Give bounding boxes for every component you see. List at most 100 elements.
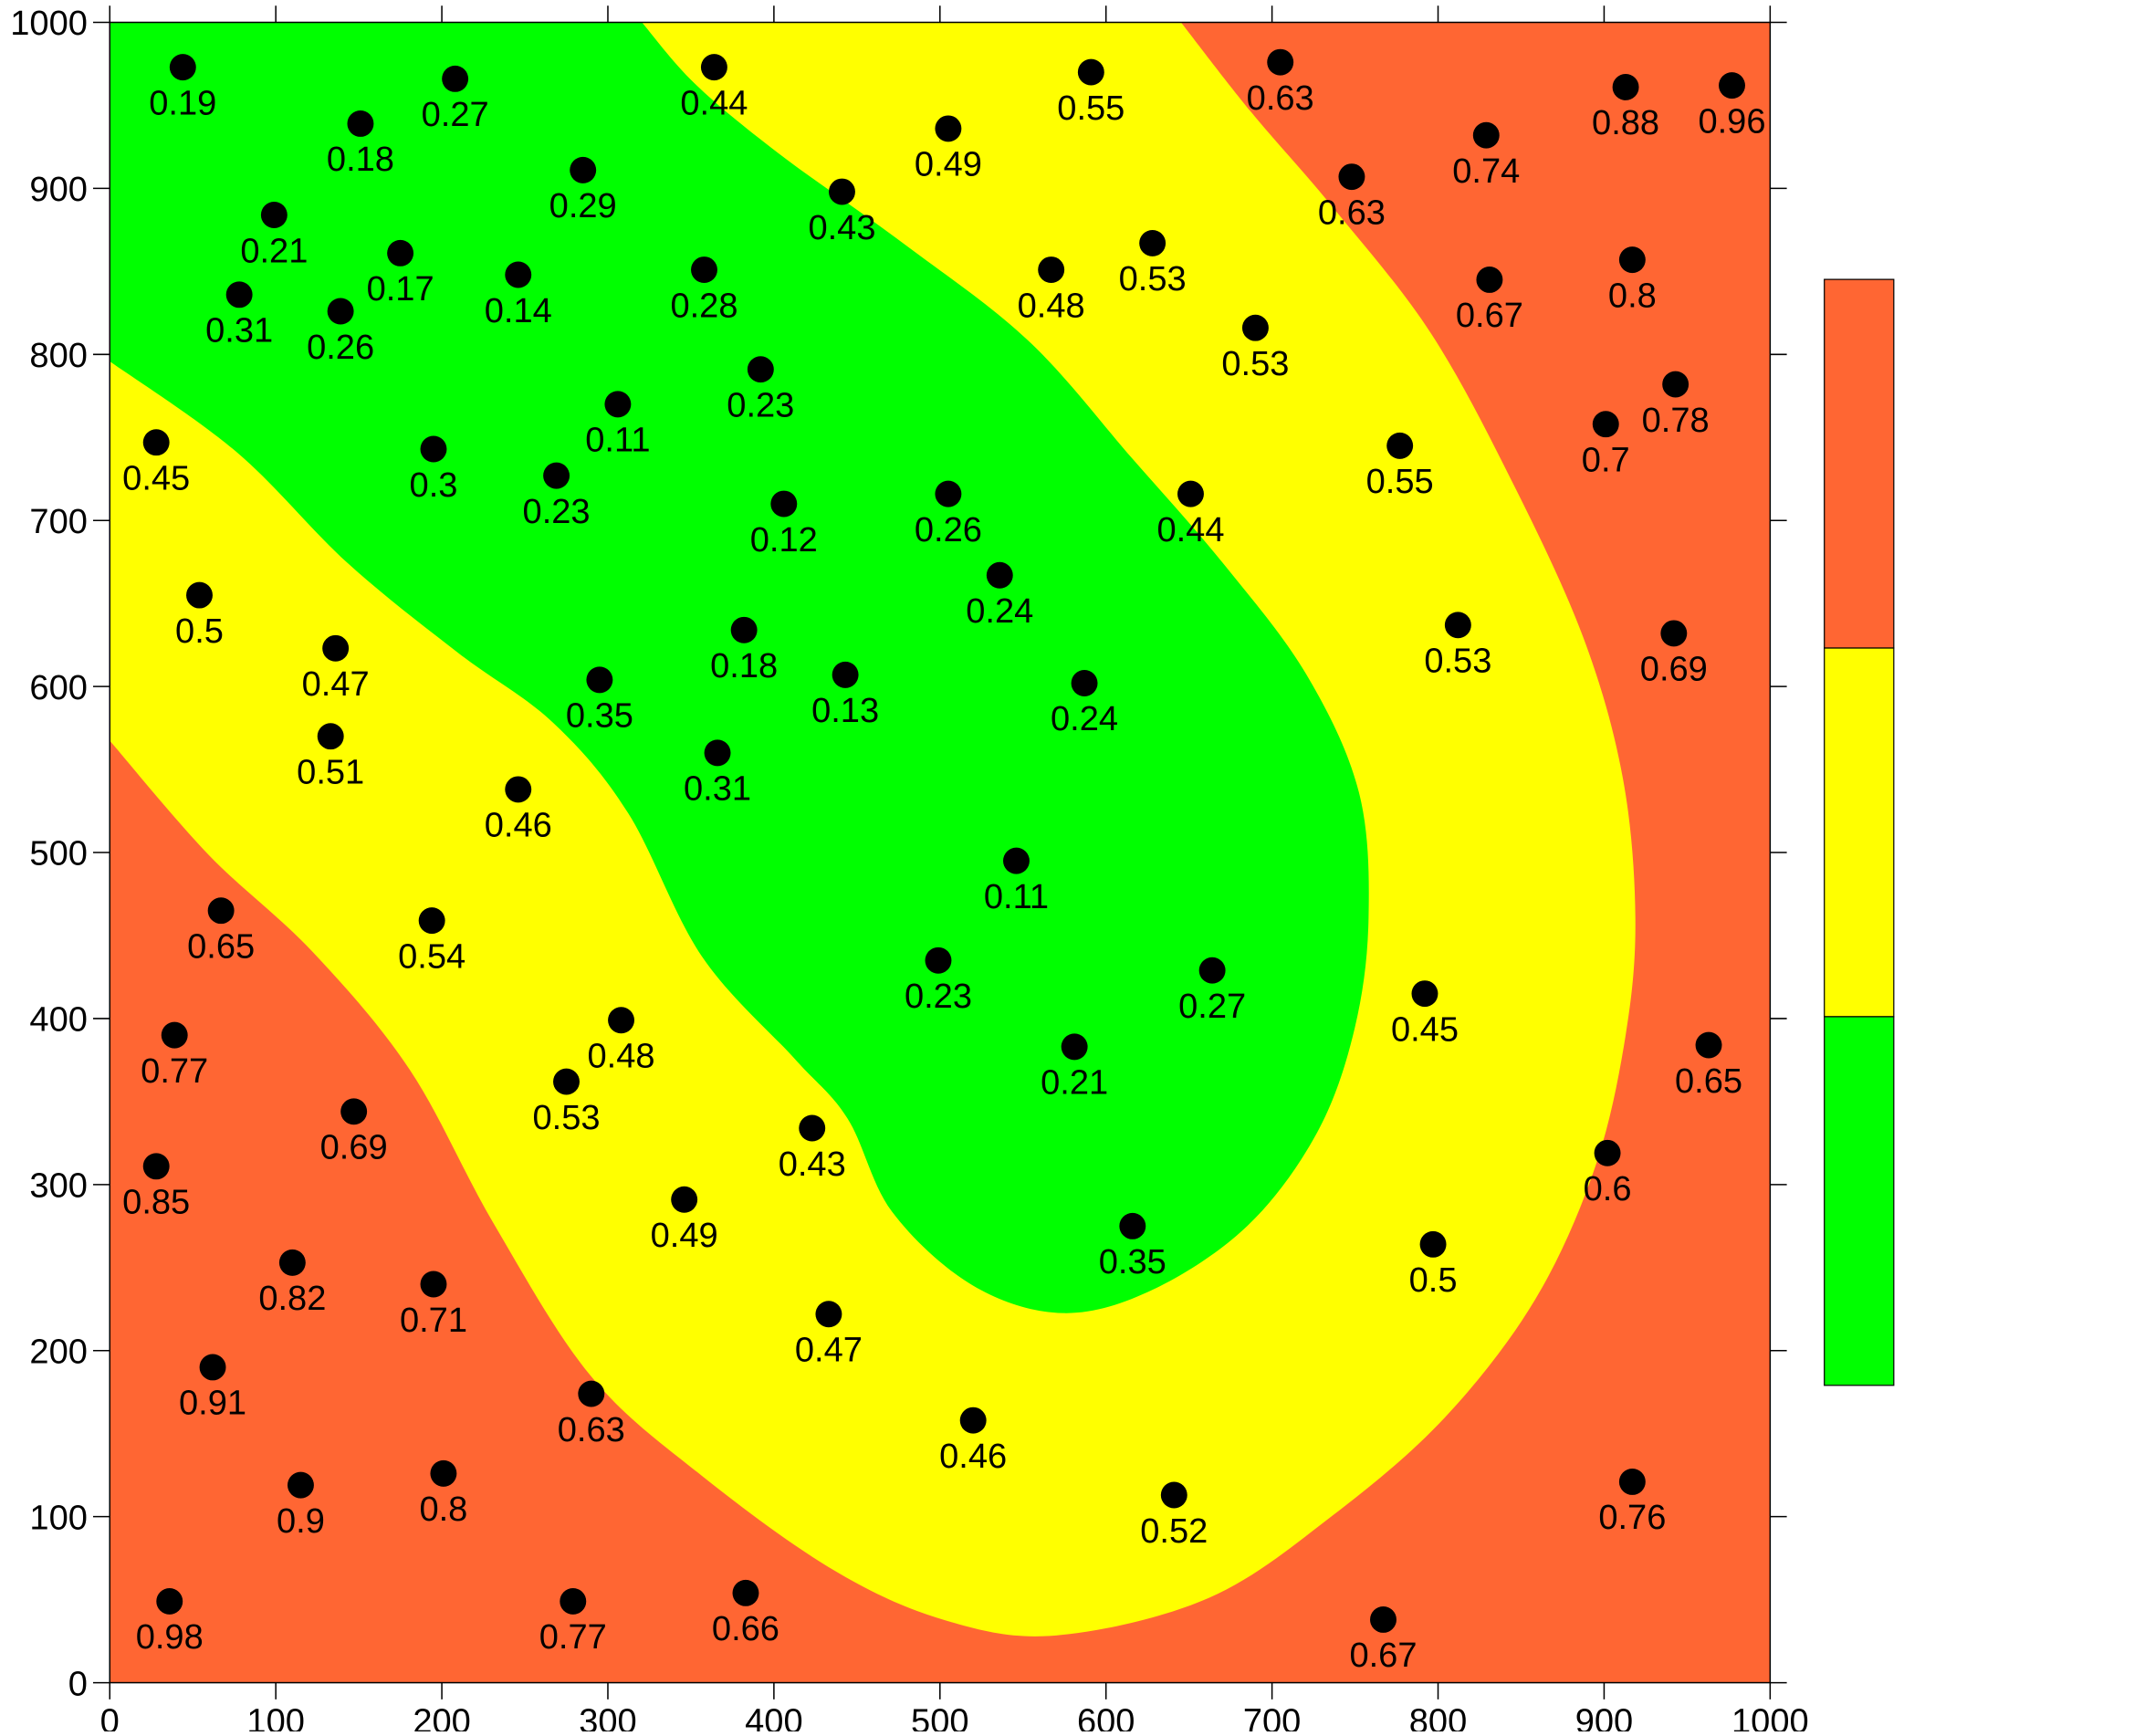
data-point <box>1618 246 1646 274</box>
point-label: 0.65 <box>187 927 255 966</box>
y-tick-label: 800 <box>29 337 87 375</box>
colorbar-segment <box>1824 1016 1895 1386</box>
data-point <box>1198 957 1226 984</box>
data-point <box>700 54 727 81</box>
point-label: 0.91 <box>179 1385 246 1423</box>
point-label: 0.11 <box>585 422 650 460</box>
point-label: 0.48 <box>1018 287 1085 325</box>
point-label: 0.8 <box>419 1490 467 1529</box>
point-label: 0.54 <box>398 937 466 976</box>
point-label: 0.55 <box>1057 89 1125 128</box>
point-label: 0.23 <box>905 978 972 1016</box>
point-label: 0.8 <box>1608 277 1657 315</box>
data-point <box>730 616 758 643</box>
y-tick-label: 500 <box>29 835 87 873</box>
data-point <box>1612 73 1639 100</box>
data-point <box>420 1271 447 1298</box>
data-point <box>959 1407 987 1434</box>
data-point <box>1267 48 1294 76</box>
data-point <box>1061 1033 1088 1061</box>
data-point <box>418 907 445 935</box>
point-label: 0.82 <box>258 1280 326 1318</box>
data-point <box>430 1459 457 1487</box>
x-tick-label: 400 <box>745 1702 802 1731</box>
point-label: 0.45 <box>122 459 190 497</box>
point-label: 0.53 <box>1424 643 1491 681</box>
data-point <box>832 661 859 688</box>
point-label: 0.66 <box>712 1610 779 1648</box>
x-tick-label: 100 <box>246 1702 304 1731</box>
point-label: 0.14 <box>485 292 552 330</box>
data-point <box>1241 314 1269 341</box>
data-point <box>1386 432 1414 459</box>
data-point <box>1338 163 1365 191</box>
data-point <box>671 1186 698 1213</box>
data-point <box>1003 847 1030 874</box>
data-point <box>1038 256 1065 284</box>
point-label: 0.9 <box>277 1502 325 1541</box>
data-point <box>327 298 354 325</box>
point-label: 0.24 <box>966 592 1033 631</box>
data-point <box>322 634 350 662</box>
data-point <box>553 1068 580 1095</box>
point-label: 0.21 <box>1041 1064 1108 1103</box>
point-label: 0.27 <box>422 96 489 134</box>
data-point <box>1071 670 1098 696</box>
contour-fill <box>110 22 1771 1683</box>
point-label: 0.53 <box>1221 345 1289 383</box>
point-label: 0.88 <box>1592 104 1659 142</box>
point-label: 0.17 <box>367 270 434 309</box>
x-tick-label: 700 <box>1243 1702 1301 1731</box>
data-point <box>442 65 469 92</box>
y-tick-label: 100 <box>29 1499 87 1537</box>
y-tick-label: 0 <box>68 1665 88 1703</box>
point-label: 0.7 <box>1582 441 1630 479</box>
point-label: 0.51 <box>297 753 364 791</box>
data-point <box>829 178 855 205</box>
point-label: 0.71 <box>400 1302 467 1340</box>
point-label: 0.78 <box>1642 402 1710 440</box>
point-label: 0.85 <box>122 1184 190 1222</box>
x-tick-label: 600 <box>1077 1702 1135 1731</box>
point-label: 0.45 <box>1391 1010 1459 1049</box>
point-label: 0.35 <box>1099 1243 1166 1281</box>
data-point <box>1370 1605 1397 1633</box>
point-label: 0.27 <box>1178 988 1246 1026</box>
colorbar-segment <box>1824 647 1895 1018</box>
point-label: 0.67 <box>1349 1637 1417 1675</box>
data-point <box>747 356 774 383</box>
data-point <box>1139 229 1166 256</box>
point-label: 0.47 <box>795 1331 863 1369</box>
data-point <box>1119 1212 1146 1239</box>
point-label: 0.26 <box>307 329 374 367</box>
data-point <box>347 110 374 137</box>
x-tick-label: 900 <box>1575 1702 1633 1731</box>
point-label: 0.44 <box>680 84 748 122</box>
data-point <box>287 1471 314 1499</box>
data-point <box>199 1354 226 1381</box>
point-label: 0.63 <box>558 1411 625 1449</box>
point-label: 0.49 <box>915 146 982 184</box>
data-point <box>505 261 532 288</box>
data-point <box>340 1098 368 1125</box>
point-label: 0.43 <box>808 209 875 247</box>
data-point <box>420 435 447 463</box>
data-point <box>691 256 717 284</box>
data-point <box>1476 266 1503 293</box>
data-point <box>704 739 731 767</box>
point-label: 0.13 <box>811 692 879 730</box>
point-label: 0.69 <box>1640 651 1708 689</box>
point-label: 0.24 <box>1051 700 1118 738</box>
data-point <box>1660 620 1688 647</box>
point-label: 0.3 <box>410 466 458 505</box>
data-point <box>578 1380 605 1407</box>
point-label: 0.5 <box>175 612 224 651</box>
data-point <box>186 581 213 609</box>
data-point <box>1618 1469 1646 1495</box>
y-tick-label: 400 <box>29 1001 87 1040</box>
point-label: 0.31 <box>205 312 273 350</box>
point-label: 0.67 <box>1456 297 1523 335</box>
point-label: 0.69 <box>320 1129 388 1167</box>
data-point <box>1695 1031 1722 1059</box>
